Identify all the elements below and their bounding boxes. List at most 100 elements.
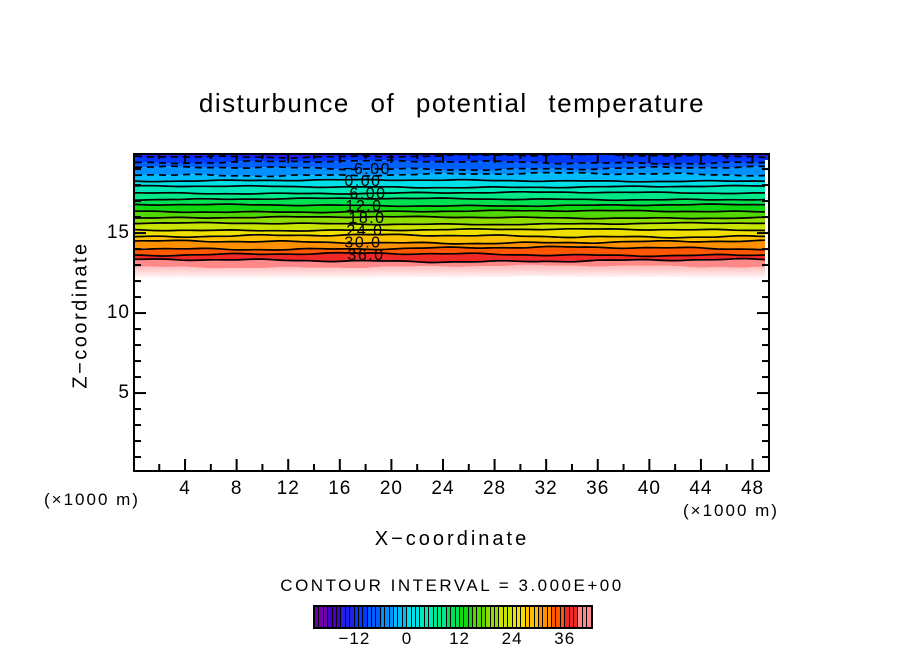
colorbar-cell xyxy=(407,607,412,627)
colorbar-cell xyxy=(319,607,324,627)
colorbar-cell xyxy=(486,607,491,627)
colorbar-tick-label: 24 xyxy=(501,629,523,648)
colorbar-cell xyxy=(323,607,329,627)
colorbar-cell xyxy=(385,607,390,627)
x-tick-label: 12 xyxy=(276,478,300,499)
contour-lines xyxy=(135,155,766,264)
colorbar-cell xyxy=(521,607,526,627)
colorbar-tick-label: 12 xyxy=(449,629,471,648)
colorbar-cell xyxy=(389,607,395,627)
colorbar-cell xyxy=(538,607,544,627)
colorbar-cell xyxy=(380,607,386,627)
colorbar-cell xyxy=(490,607,496,627)
x-axis-title: X−coordinate xyxy=(374,528,530,550)
colorbar-tick-label: 36 xyxy=(554,629,576,648)
contour-label: 18.0 xyxy=(348,210,385,227)
colorbar-cell xyxy=(437,607,443,627)
contour-label: 0.00 xyxy=(344,173,381,190)
colorbar-cell xyxy=(429,607,434,627)
colorbar-tick-label: −12 xyxy=(338,629,371,648)
colorbar-cell xyxy=(372,607,377,627)
colorbar-cell xyxy=(503,607,509,627)
x-tick-label: 4 xyxy=(179,478,191,499)
x-tick-label: 40 xyxy=(637,478,661,499)
colorbar-cell xyxy=(411,607,416,627)
contour-label: −6.00 xyxy=(343,161,391,178)
colorbar-cell xyxy=(459,607,465,627)
colorbar-cell xyxy=(345,607,351,627)
chart-title: disturbunce of potential temperature xyxy=(198,88,706,118)
colorbar-cell xyxy=(516,607,522,627)
colorbar-cell xyxy=(534,607,539,627)
x-tick-label: 24 xyxy=(431,478,455,499)
colorbar-cell xyxy=(341,607,346,627)
colorbar-cell xyxy=(315,607,320,627)
colorbar-cell xyxy=(332,607,337,627)
colorbar-cell xyxy=(350,607,355,627)
y-tick-label: 10 xyxy=(106,302,130,324)
axis-unit-label-left: (×1000 m) xyxy=(44,490,140,509)
colorbar-cell xyxy=(481,607,487,627)
colorbar-cell xyxy=(574,607,579,627)
contour-label: 30.0 xyxy=(344,235,381,252)
colorbar-cell xyxy=(433,607,438,627)
contour-interval-label: CONTOUR INTERVAL = 3.000E+00 xyxy=(280,576,624,595)
colorbar-cell xyxy=(468,607,474,627)
colorbar-cell xyxy=(451,607,456,627)
colorbar-cell xyxy=(442,607,447,627)
colorbar-cell xyxy=(473,607,478,627)
colorbar-cell xyxy=(569,607,575,627)
x-tick-label: 16 xyxy=(328,478,352,499)
colorbar-cell xyxy=(394,607,399,627)
colorbar-cell xyxy=(420,607,425,627)
contour-label: 12.0 xyxy=(345,198,382,215)
colorbar-cell xyxy=(543,607,548,627)
colorbar-cell xyxy=(402,607,408,627)
colorbar-cell xyxy=(464,607,469,627)
colorbar-cell xyxy=(499,607,504,627)
colorbar-cell xyxy=(578,607,583,627)
colorbar-cell xyxy=(336,607,342,627)
contour-label: 24.0 xyxy=(346,222,383,239)
colorbar-cell xyxy=(556,607,561,627)
colorbar-cell xyxy=(363,607,368,627)
colorbar-cell xyxy=(552,607,557,627)
colorbar-cell xyxy=(547,607,553,627)
x-tick-label: 28 xyxy=(482,478,507,499)
x-tick-label: 20 xyxy=(379,478,403,499)
x-tick-label: 36 xyxy=(586,478,610,499)
colorbar-cell xyxy=(455,607,460,627)
colorbar-cell xyxy=(512,607,517,627)
colorbar-cell xyxy=(424,607,430,627)
colorbar-cell xyxy=(582,607,588,627)
x-tick-label: 8 xyxy=(230,478,243,499)
colorbar-cell xyxy=(560,607,566,627)
colorbar-cell xyxy=(565,607,570,627)
x-tick-label: 44 xyxy=(689,478,713,499)
x-tick-label: 32 xyxy=(534,478,558,499)
y-tick-label: 15 xyxy=(106,222,130,244)
x-tick-label: 48 xyxy=(740,478,765,499)
colorbar-cell xyxy=(354,607,359,627)
colorbar-cell xyxy=(328,607,333,627)
colorbar-cell xyxy=(530,607,535,627)
contour-label: 36.0 xyxy=(347,247,384,264)
colorbar-cell xyxy=(587,607,591,627)
colorbar-cell xyxy=(398,607,403,627)
colorbar-tick-label: 0 xyxy=(401,629,413,648)
plot-area: −6.00 0.00 6.00 12.0 18.0 24.0 30.0 36.0 xyxy=(133,153,770,472)
colorbar-cell xyxy=(495,607,500,627)
colorbar-cell xyxy=(367,607,373,627)
axis-unit-label-right: (×1000 m) xyxy=(683,501,779,520)
colorbar-cell xyxy=(525,607,531,627)
colorbar-cell xyxy=(415,607,421,627)
colorbar-cell xyxy=(358,607,364,627)
colorbar-cell xyxy=(477,607,482,627)
colorbar xyxy=(313,605,593,629)
y-tick-label: 5 xyxy=(118,382,130,404)
colorbar-cell xyxy=(376,607,381,627)
contour-label: 6.00 xyxy=(349,185,386,202)
axis-ticks xyxy=(135,155,768,470)
